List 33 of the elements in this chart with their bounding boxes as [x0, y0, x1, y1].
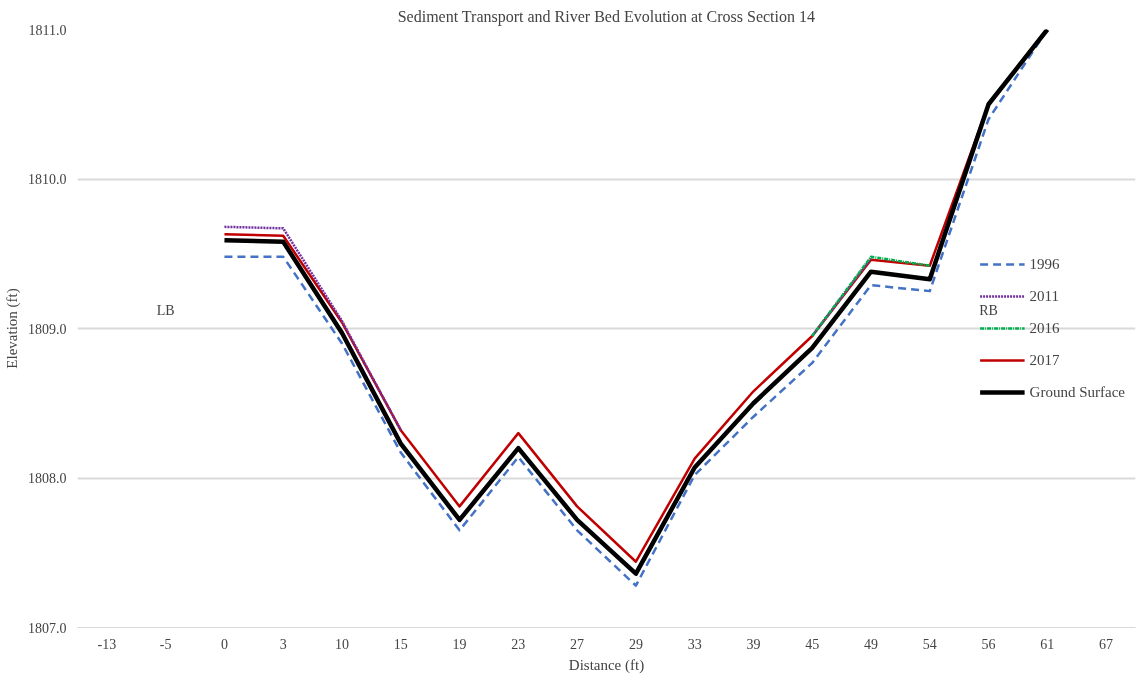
x-tick-label: -13 [97, 636, 117, 652]
y-tick-label: 1811.0 [28, 22, 67, 38]
y-axis-title: Elevation (ft) [4, 288, 21, 369]
x-tick-label: 39 [746, 636, 761, 652]
legend-label: Ground Surface [1029, 383, 1125, 401]
legend-label: 1996 [1029, 255, 1060, 273]
x-tick-label: -5 [159, 636, 172, 652]
legend-label: 2016 [1029, 319, 1060, 337]
y-tick-label: 1809.0 [28, 321, 67, 337]
x-tick-label: 3 [279, 636, 287, 652]
annotation: RB [979, 303, 998, 319]
x-tick-label: 54 [922, 636, 937, 652]
x-tick-label: 19 [452, 636, 467, 652]
x-tick-label: 33 [687, 636, 702, 652]
x-tick-label: 15 [393, 636, 408, 652]
chart-title: Sediment Transport and River Bed Evolution at Cross Section 14 [397, 7, 816, 26]
x-tick-label: 23 [511, 636, 526, 652]
legend-label: 2011 [1029, 287, 1060, 305]
x-tick-label: 56 [981, 636, 996, 652]
x-tick-label: 0 [220, 636, 228, 652]
x-tick-label: 10 [335, 636, 349, 652]
y-tick-label: 1807.0 [28, 620, 67, 636]
x-tick-label: 27 [570, 636, 585, 652]
annotation: LB [156, 303, 175, 319]
y-tick-label: 1810.0 [28, 172, 67, 187]
x-tick-label: 49 [864, 636, 878, 652]
y-tick-label: 1808.0 [28, 471, 67, 486]
legend-label: 2017 [1029, 351, 1060, 369]
x-tick-label: 61 [1040, 636, 1055, 652]
x-tick-label: 45 [805, 636, 820, 652]
x-axis-title: Distance (ft) [568, 656, 645, 674]
x-tick-label: 67 [1099, 636, 1114, 652]
x-tick-label: 29 [628, 636, 643, 652]
